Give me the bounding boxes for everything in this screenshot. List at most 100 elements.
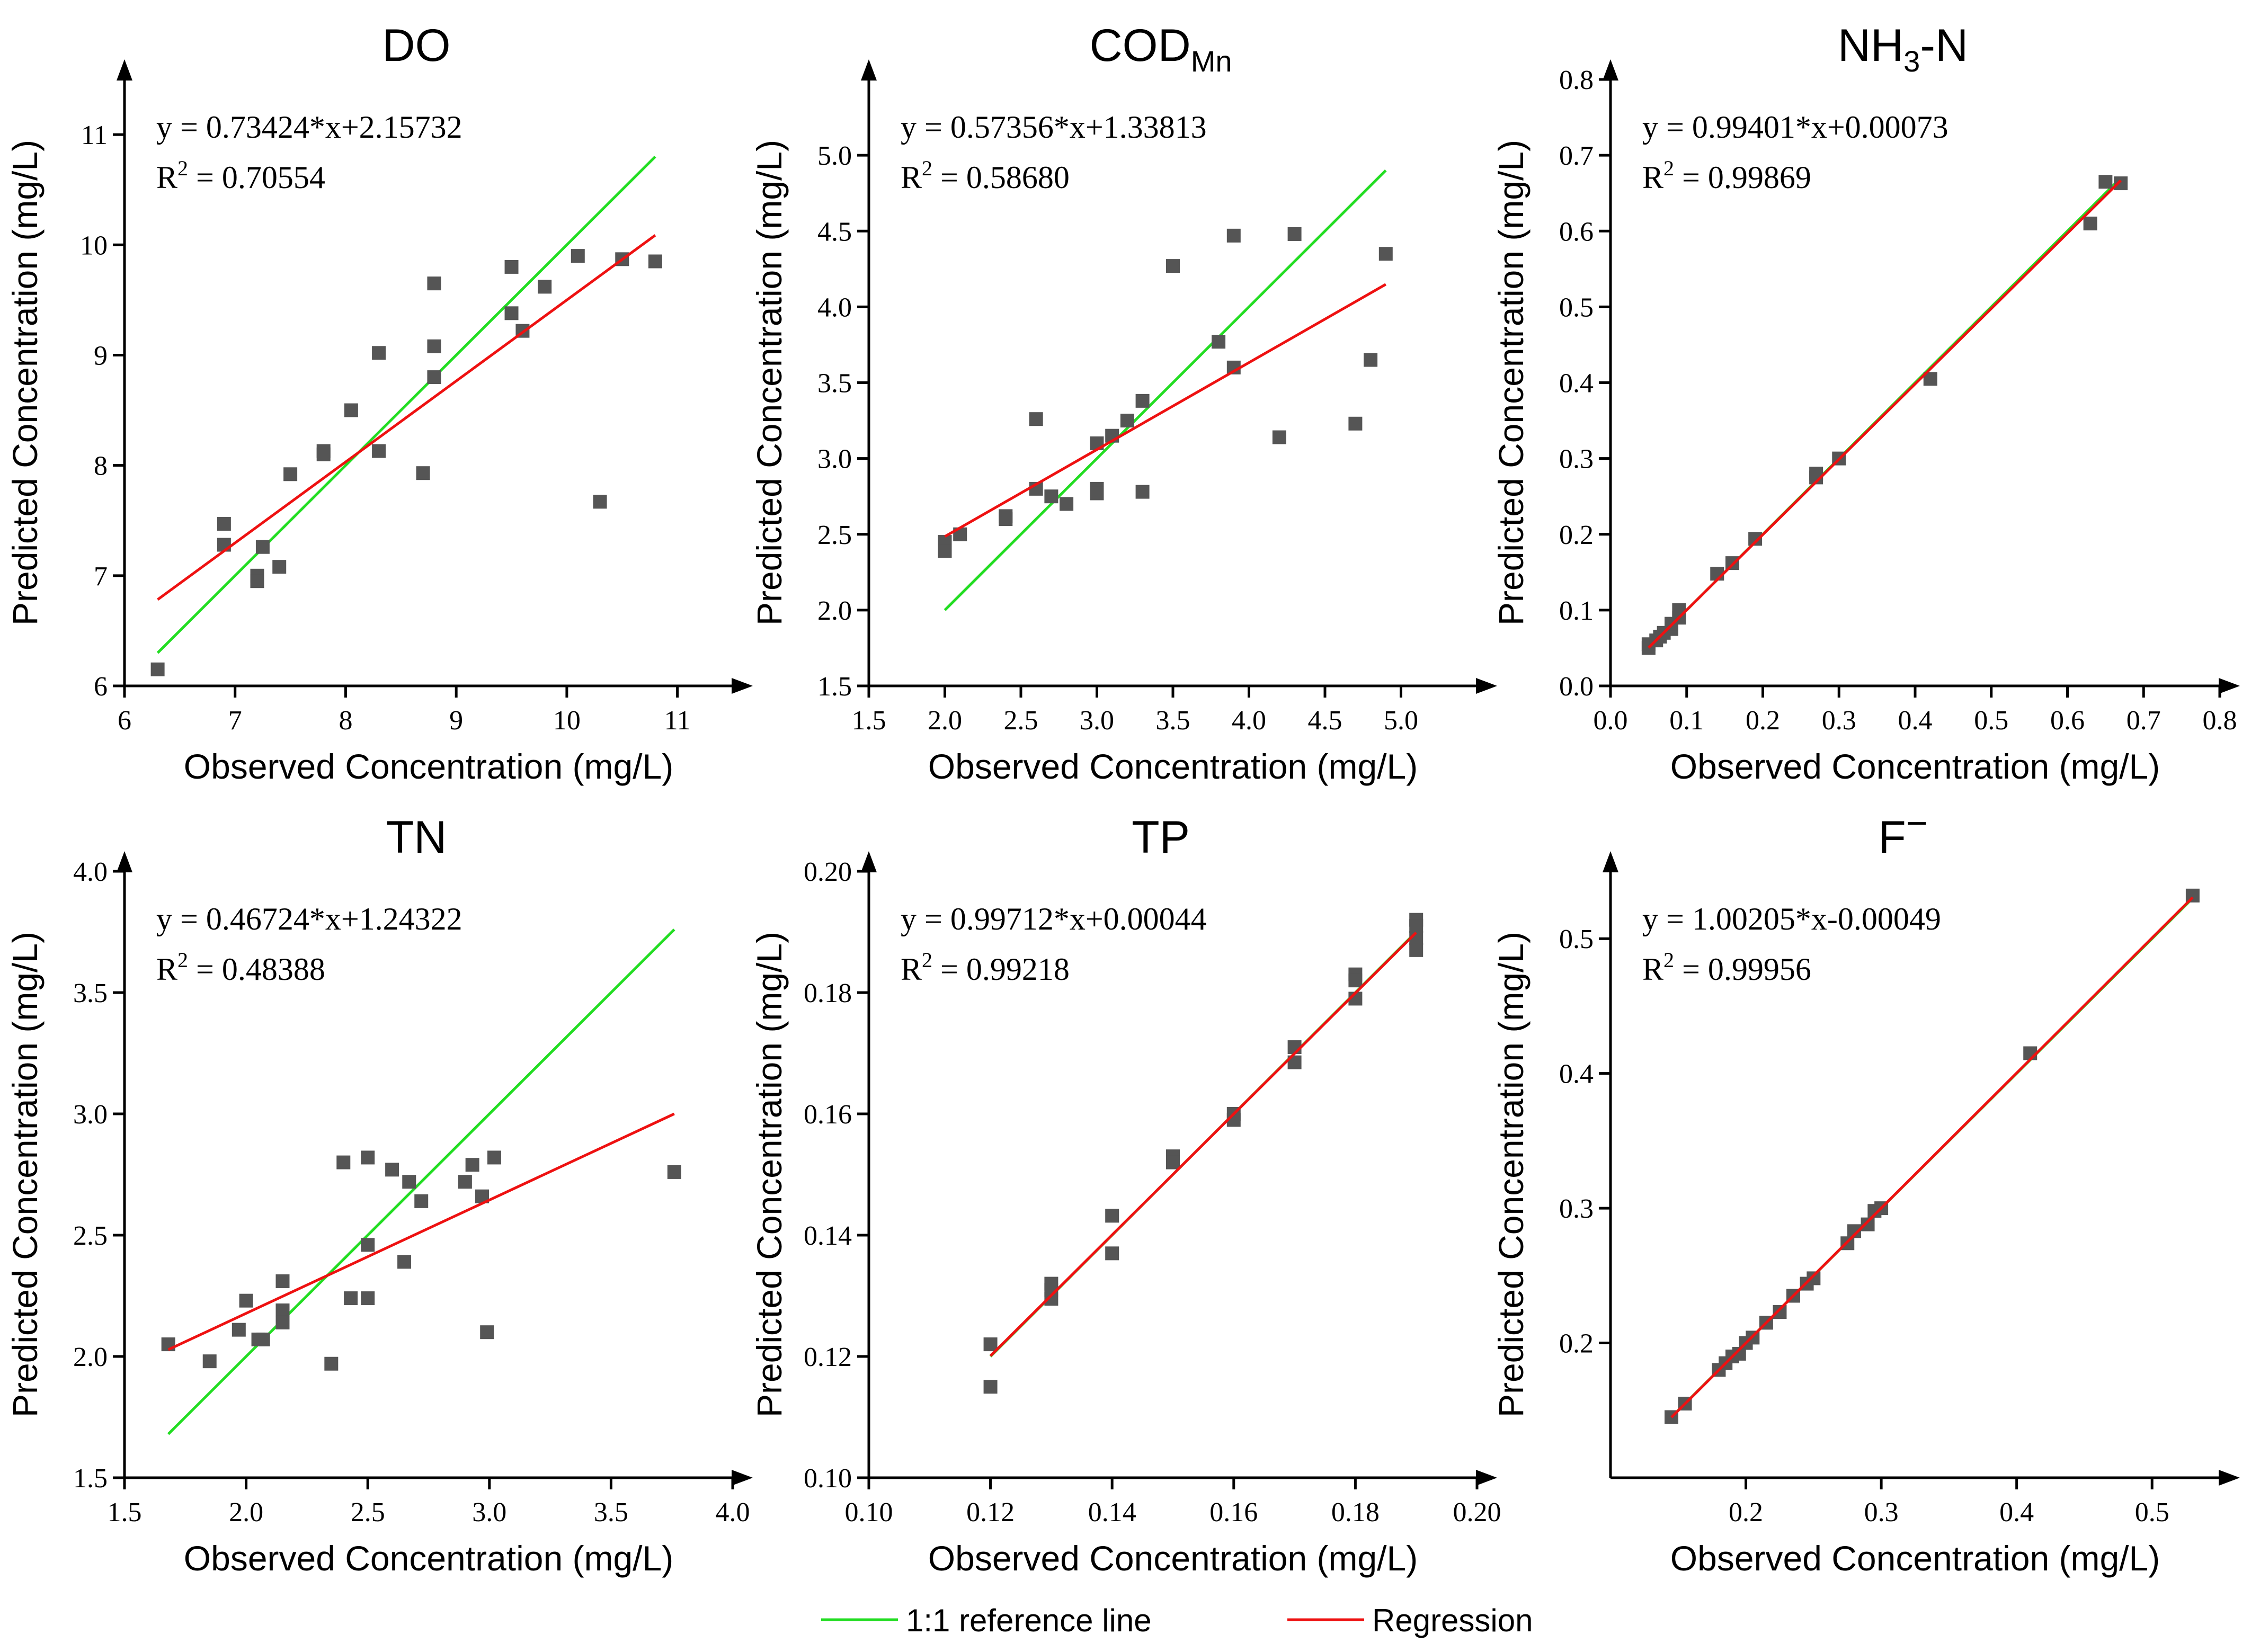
r-squared: R2 = 0.99956 <box>1642 948 1811 987</box>
data-point <box>255 540 270 554</box>
data-point <box>1166 1155 1180 1169</box>
y-axis-label: Predicted Concentration (mg/L) <box>750 140 789 626</box>
data-point <box>239 1293 253 1308</box>
data-point <box>480 1325 494 1340</box>
x-tick-label: 0.5 <box>1974 706 2008 736</box>
y-tick-label: 0.0 <box>1559 672 1594 702</box>
y-tick-label: 1.5 <box>73 1463 108 1494</box>
x-tick-label: 0.2 <box>1746 706 1780 736</box>
chart-title-main: TN <box>386 812 447 863</box>
data-point <box>999 509 1013 523</box>
x-tick-label: 3.0 <box>472 1497 506 1528</box>
chart-panel: 0.0 0.1 0.2 0.3 0.4 0.5 0.6 0.7 0.8 0.0 0.1 0.2 0.3 0… <box>1491 20 2240 786</box>
y-tick-label: 0.4 <box>1559 369 1594 399</box>
y-tick-label: 1.5 <box>817 672 852 702</box>
y-tick-label: 0.2 <box>1559 1329 1594 1359</box>
y-tick-label: 7 <box>94 561 108 592</box>
data-point <box>504 306 519 320</box>
y-tick-label: 0.10 <box>804 1463 852 1494</box>
data-point <box>1409 919 1423 933</box>
y-tick-label: 9 <box>94 341 108 371</box>
data-point <box>1135 394 1150 408</box>
chart-panel: 0.10 0.12 0.14 0.16 0.18 0.20 0.10 0.12 0.14 0.16… <box>750 812 1501 1578</box>
chart-title-main: NH <box>1838 20 1903 71</box>
data-point <box>1060 497 1074 511</box>
chart-title-main: F <box>1878 812 1906 863</box>
data-point <box>1409 943 1423 957</box>
data-point <box>324 1356 339 1371</box>
data-point <box>1135 485 1150 499</box>
y-axis-label: Predicted Concentration (mg/L) <box>1491 932 1531 1417</box>
y-tick-label: 4.0 <box>73 857 108 887</box>
y-tick-label: 0.18 <box>804 978 852 1008</box>
r-squared-value: = 0.58680 <box>932 160 1070 195</box>
y-axis-arrow-icon <box>861 59 877 81</box>
data-point <box>361 1291 375 1306</box>
x-tick-label: 8 <box>339 706 352 736</box>
data-point <box>1120 414 1134 428</box>
r-squared-value: = 0.70554 <box>188 160 325 195</box>
x-tick-label: 0.2 <box>1729 1497 1763 1528</box>
y-tick-label: 3.0 <box>817 444 852 475</box>
x-axis-arrow-icon <box>1476 678 1497 694</box>
x-tick-label: 9 <box>449 706 463 736</box>
y-tick-label: 3.0 <box>73 1100 108 1130</box>
x-tick-label: 0.16 <box>1209 1497 1258 1528</box>
x-tick-label: 4.5 <box>1308 706 1342 736</box>
x-tick-label: 2.5 <box>1004 706 1038 736</box>
legend-item-label: 1:1 reference line <box>906 1603 1152 1638</box>
data-point <box>427 339 441 353</box>
y-tick-label: 2.5 <box>817 520 852 550</box>
y-tick-label: 0.5 <box>1559 924 1594 954</box>
data-point <box>571 249 585 263</box>
y-axis-arrow-icon <box>117 59 132 81</box>
x-tick-label: 0.18 <box>1331 1497 1380 1528</box>
y-axis-arrow-icon <box>117 851 132 872</box>
r-squared-label: R <box>156 952 177 987</box>
chart-title: F− <box>1878 802 1927 863</box>
regression-line <box>1670 896 2194 1418</box>
reference-line <box>167 928 675 1435</box>
legend: 1:1 reference line Regression <box>821 1603 1533 1638</box>
r-squared-label: R <box>901 952 922 987</box>
x-tick-label: 3.0 <box>1080 706 1114 736</box>
regression-line <box>1648 179 2122 649</box>
data-point <box>250 574 264 588</box>
chart-title-suffix: -N <box>1920 20 1968 71</box>
r-squared-value: = 0.48388 <box>188 952 325 987</box>
data-point <box>361 1238 375 1252</box>
x-axis-arrow-icon <box>1476 1470 1497 1486</box>
y-tick-label: 0.12 <box>804 1342 852 1372</box>
x-axis-label: Observed Concentration (mg/L) <box>928 747 1418 786</box>
x-axis-arrow-icon <box>732 678 753 694</box>
r-squared: R2 = 0.70554 <box>156 156 325 195</box>
y-tick-label: 0.2 <box>1559 520 1594 550</box>
reference-line <box>944 169 1387 611</box>
x-tick-label: 0.10 <box>845 1497 893 1528</box>
data-point <box>1287 227 1302 241</box>
r-squared-label: R <box>1642 160 1663 195</box>
data-point <box>232 1323 246 1337</box>
data-point <box>336 1155 351 1169</box>
y-axis-arrow-icon <box>861 851 877 872</box>
y-tick-label: 0.7 <box>1559 141 1594 171</box>
x-axis-label: Observed Concentration (mg/L) <box>184 747 673 786</box>
y-tick-label: 3.5 <box>73 978 108 1008</box>
y-tick-label: 6 <box>94 672 108 702</box>
data-point <box>2098 175 2113 189</box>
r-squared-label: R <box>901 160 922 195</box>
r-squared-superscript: 2 <box>177 156 188 180</box>
y-tick-label: 0.8 <box>1559 65 1594 95</box>
r-squared-label: R <box>156 160 177 195</box>
y-axis-label: Predicted Concentration (mg/L) <box>5 140 45 626</box>
chart-title-superscript: − <box>1906 802 1928 844</box>
x-tick-label: 0.8 <box>2203 706 2237 736</box>
chart-title: TN <box>386 812 447 863</box>
y-tick-label: 2.0 <box>817 596 852 626</box>
x-tick-label: 0.20 <box>1453 1497 1501 1528</box>
x-axis-label: Observed Concentration (mg/L) <box>928 1539 1418 1578</box>
chart-panel: 1.5 2.0 2.5 3.0 3.5 4.0 1.5 2.0 2.5 3.0 3.5 4.0 Obse… <box>5 812 753 1578</box>
regression-equation: y = 0.57356*x+1.33813 <box>901 110 1207 145</box>
x-tick-label: 0.6 <box>2050 706 2085 736</box>
